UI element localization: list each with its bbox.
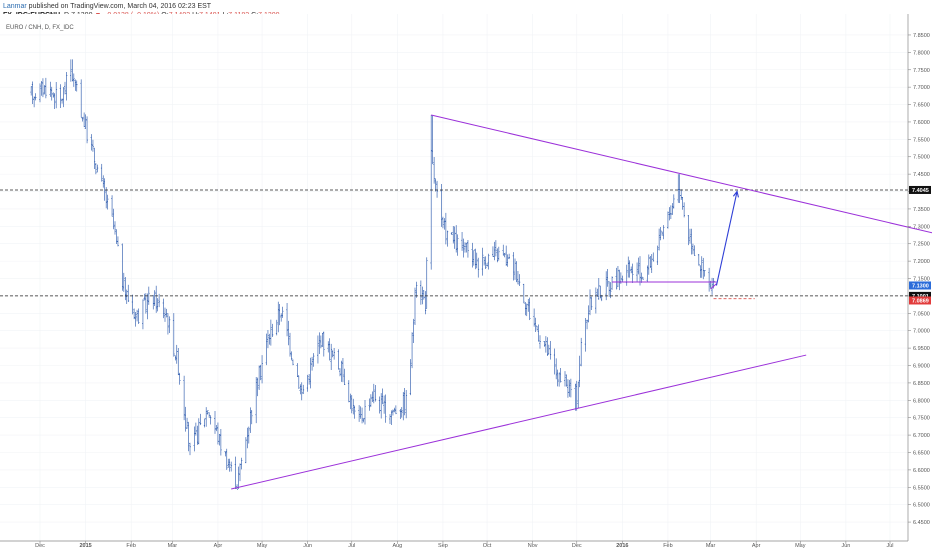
trendline [710, 283, 717, 290]
x-tick-label: Aug [392, 543, 402, 549]
y-tick-label: 7.3500 [913, 207, 930, 213]
x-tick-label: Nov [528, 543, 538, 549]
y-tick-label: 7.7000 [913, 85, 930, 91]
price-badge [909, 185, 931, 194]
y-tick-label: 6.7000 [913, 433, 930, 439]
x-tick-label: Apr [752, 543, 761, 549]
price-axis[interactable]: 7.8500 7.8000 7.7500 7.7000 7.6500 7.6000 7.55… [908, 33, 930, 526]
x-tick-label: Apr [214, 543, 223, 549]
y-tick-label: 7.3000 [913, 224, 930, 230]
x-tick-label: 2015 [79, 543, 91, 549]
y-tick-label: 7.5000 [913, 155, 930, 161]
y-tick-label: 6.6000 [913, 468, 930, 474]
price-badge [909, 296, 931, 305]
y-tick-label: 7.8500 [913, 33, 930, 39]
y-tick-label: 6.4500 [913, 520, 930, 526]
price-badge [909, 291, 931, 300]
y-tick-label: 7.1500 [913, 277, 930, 283]
y-tick-label: 6.7500 [913, 416, 930, 422]
price-badge-label: 7.0869 [912, 298, 929, 304]
y-tick-label: 7.8000 [913, 50, 930, 56]
y-tick-label: 7.2500 [913, 242, 930, 248]
y-tick-label: 6.8500 [913, 381, 930, 387]
plot-background [0, 14, 908, 541]
y-tick-label: 6.8000 [913, 398, 930, 404]
y-tick-label: 7.6000 [913, 120, 930, 126]
y-tick-label: 7.4500 [913, 172, 930, 178]
x-tick-label: May [257, 543, 268, 549]
x-tick-label: Dec [572, 543, 582, 549]
x-tick-label: Mar [706, 543, 716, 549]
publisher-name[interactable]: Lanmar [3, 3, 27, 10]
x-tick-label: Jun [303, 543, 312, 549]
x-tick-label: Jul [886, 543, 893, 549]
price-badge-label: 7.1300 [912, 283, 929, 289]
pair-label: EURO / CNH, D, FX_IDC [6, 25, 74, 31]
time-axis[interactable]: Dec 2015 Feb Mar Apr May Jun Jul Aug Sep Oct Nov Dec… [35, 541, 894, 549]
y-tick-label: 6.5000 [913, 503, 930, 509]
projection-arrow-head [732, 190, 739, 198]
y-tick-label: 7.7500 [913, 68, 930, 74]
y-tick-label: 6.9000 [913, 364, 930, 370]
x-tick-label: Jul [348, 543, 355, 549]
price-badge-label: 7.4045 [912, 188, 929, 194]
trendline [431, 114, 932, 234]
publisher-line: Lanmar published on TradingView.com, Mar… [3, 2, 280, 11]
x-tick-label: Oct [483, 543, 492, 549]
x-tick-label: Mar [168, 543, 178, 549]
x-tick-label: Dec [35, 543, 45, 549]
x-tick-label: 2016 [616, 543, 628, 549]
y-tick-label: 6.9500 [913, 346, 930, 352]
y-tick-label: 7.0000 [913, 329, 930, 335]
y-tick-label: 7.0500 [913, 311, 930, 317]
publish-info: published on TradingView.com, March 04, … [26, 3, 212, 10]
candles [30, 59, 715, 490]
x-tick-label: Feb [663, 543, 672, 549]
overlays [0, 114, 932, 490]
y-tick-label: 7.2000 [913, 259, 930, 265]
projection-arrow-shaft [715, 191, 738, 286]
y-tick-label: 7.6500 [913, 103, 930, 109]
x-tick-label: Feb [126, 543, 135, 549]
price-badge [909, 281, 931, 290]
x-tick-label: May [795, 543, 806, 549]
y-tick-label: 6.5500 [913, 485, 930, 491]
trendline [231, 354, 807, 490]
grid [0, 14, 908, 541]
y-tick-label: 7.5500 [913, 137, 930, 143]
y-tick-label: 6.6500 [913, 450, 930, 456]
x-tick-label: Jun [841, 543, 850, 549]
x-tick-label: Sep [438, 543, 448, 549]
